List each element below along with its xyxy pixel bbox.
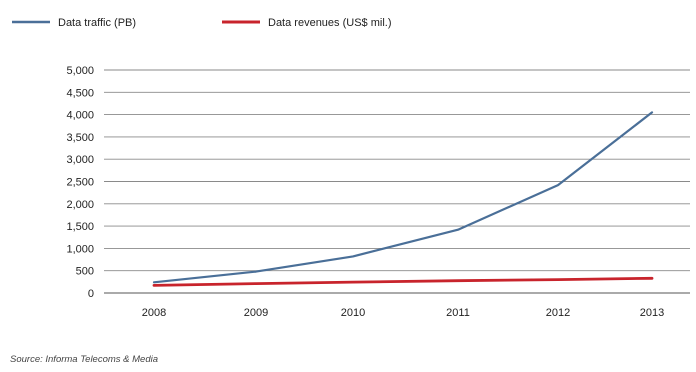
- gridlines: [104, 69, 690, 272]
- y-tick-label: 3,000: [66, 154, 94, 166]
- legend: Data traffic (PB) Data revenues (US$ mil.…: [12, 17, 392, 29]
- y-tick-label: 500: [76, 266, 94, 278]
- y-tick-label: 3,500: [66, 132, 94, 144]
- series-line-data-revenues: [152, 276, 654, 287]
- y-tick-label: 0: [88, 288, 94, 300]
- x-tick-label: 2012: [546, 307, 570, 319]
- legend-label: Data revenues (US$ mil.): [268, 17, 392, 29]
- y-tick-label: 2,000: [66, 199, 94, 211]
- y-tick-label: 4,000: [66, 110, 94, 122]
- x-tick-label: 2008: [142, 307, 166, 319]
- x-tick-label: 2013: [640, 307, 664, 319]
- series-lines: [152, 111, 654, 287]
- y-axis: 0 500 1,000 1,500 2,000 2,500 3,000 3,500 4,000 4…: [66, 65, 94, 300]
- y-tick-label: 1,500: [66, 221, 94, 233]
- y-tick-label: 4,500: [66, 87, 94, 99]
- y-tick-label: 1,000: [66, 243, 94, 255]
- y-tick-label: 2,500: [66, 177, 94, 189]
- series-line-data-traffic: [152, 111, 654, 284]
- x-axis: 2008 2009 2010 2011 2012 2013: [104, 292, 690, 319]
- x-tick-label: 2009: [244, 307, 268, 319]
- source-note: Source: Informa Telecoms & Media: [10, 354, 159, 365]
- y-tick-label: 5,000: [66, 65, 94, 77]
- x-tick-label: 2010: [341, 307, 365, 319]
- legend-label: Data traffic (PB): [58, 17, 136, 29]
- x-tick-label: 2011: [446, 307, 470, 319]
